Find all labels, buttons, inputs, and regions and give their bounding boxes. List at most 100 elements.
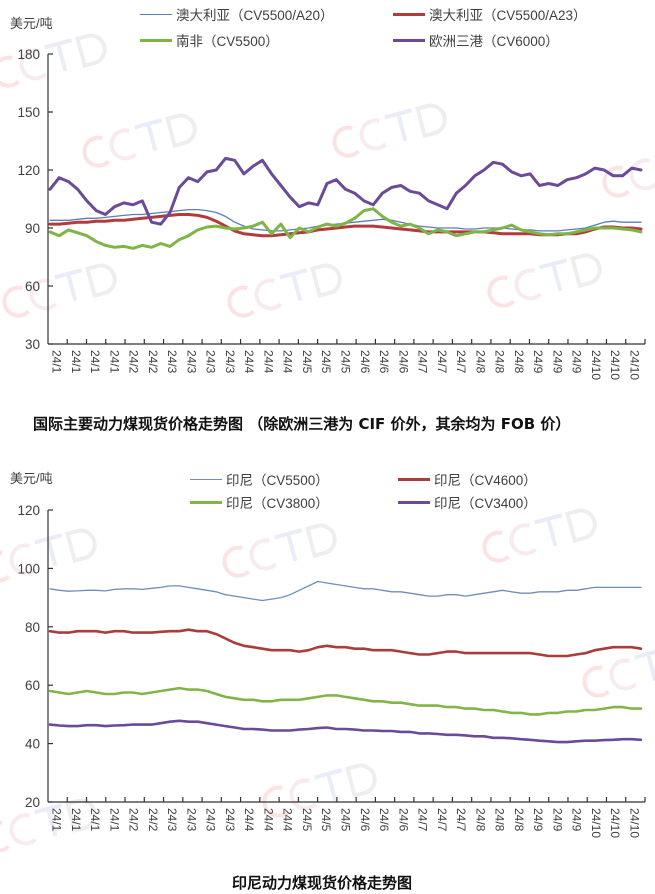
x-tick-label: 24/3 (223, 350, 237, 374)
x-tick-label: 24/9 (570, 350, 584, 374)
series-line-idn-3400 (48, 719, 643, 744)
x-tick-label: 24/9 (550, 350, 564, 374)
watermark-logo (82, 113, 197, 168)
watermark-logo (0, 798, 97, 853)
x-tick-label: 24/10 (608, 350, 622, 380)
x-tick-label: 24/7 (435, 350, 449, 374)
legend-swatch-idn-3800 (190, 500, 222, 504)
x-tick-label: 24/3 (204, 350, 218, 374)
series-line-idn-5500 (49, 580, 642, 602)
y-axis-unit-label: 美元/吨 (10, 16, 53, 31)
x-tick-label: 24/10 (589, 350, 603, 380)
x-tick-label: 24/7 (416, 808, 430, 832)
x-tick-label: 24/10 (627, 350, 641, 380)
legend-label-aus-a20: 澳大利亚（CV5500/A20） (176, 8, 334, 23)
x-tick-label: 24/1 (69, 350, 83, 374)
x-tick-label: 24/1 (69, 808, 83, 832)
x-tick-label: 24/10 (627, 808, 641, 838)
legend-swatch-aus-a20 (140, 13, 172, 15)
x-tick-label: 24/1 (107, 808, 121, 832)
watermark-logo (332, 103, 447, 158)
x-tick-label: 24/2 (146, 350, 160, 374)
x-tick-label: 24/5 (300, 808, 314, 832)
x-tick-label: 24/3 (165, 808, 179, 832)
y-tick-label: 30 (25, 337, 40, 352)
y-tick-label: 40 (25, 737, 40, 752)
x-tick-label: 24/6 (377, 808, 391, 832)
x-tick-label: 24/5 (339, 808, 353, 832)
legend-item-aus-a20: 澳大利亚（CV5500/A20） (140, 4, 334, 24)
x-tick-label: 24/6 (358, 808, 372, 832)
x-tick-label: 24/8 (473, 350, 487, 374)
y-tick-label: 100 (17, 561, 40, 576)
x-tick-label: 24/10 (589, 808, 603, 838)
x-tick-label: 24/3 (165, 350, 179, 374)
x-tick-label: 24/9 (550, 808, 564, 832)
x-tick-label: 24/4 (281, 350, 295, 374)
international-coal-price-chart: 美元/吨 澳大利亚（CV5500/A20） 澳大利亚（CV5500/A23） 南… (0, 0, 655, 440)
legend-item-idn-4600: 印尼（CV4600） (398, 469, 537, 489)
x-tick-label: 24/1 (88, 350, 102, 374)
chart-plot-top: 30 60 90 120 150 180 24/1 24/1 24/1 24/1 24/2 24/2 2… (0, 33, 655, 380)
legend-item-europe: 欧洲三港（CV6000） (393, 30, 559, 50)
x-tick-label: 24/5 (339, 350, 353, 374)
chart-plot-bottom: 20 40 60 80 100 120 24/1 24/1 24/1 24/1 24/2 24/2 24… (0, 503, 655, 853)
x-tick-label: 24/2 (127, 350, 141, 374)
legend-swatch-idn-5500 (190, 478, 222, 480)
legend-label-south-africa: 南非（CV5500） (176, 34, 279, 49)
x-tick-label: 24/10 (608, 808, 622, 838)
x-tick-label: 24/7 (416, 350, 430, 374)
watermark-logo (0, 528, 97, 583)
y-tick-label: 20 (25, 795, 40, 810)
y-tick-label: 80 (25, 620, 40, 635)
y-tick-label: 150 (17, 105, 40, 120)
y-tick-label: 60 (25, 279, 40, 294)
y-tick-label: 120 (17, 163, 40, 178)
x-tick-label: 24/6 (396, 808, 410, 832)
x-tick-label: 24/1 (88, 808, 102, 832)
legend-item-idn-3400: 印尼（CV3400） (398, 492, 537, 512)
x-tick-label: 24/6 (396, 350, 410, 374)
series-line-sa (48, 207, 643, 250)
watermark-logo (222, 523, 337, 578)
legend-swatch-aus-a23 (393, 12, 425, 16)
y-tick-label: 180 (17, 47, 40, 62)
x-tick-label: 24/7 (435, 808, 449, 832)
chart-caption-top: 国际主要动力煤现货价格走势图 （除欧洲三港为 CIF 价外，其余均为 FOB 价… (33, 415, 571, 433)
x-tick-label: 24/3 (184, 808, 198, 832)
x-tick-label: 24/3 (204, 808, 218, 832)
legend-item-aus-a23: 澳大利亚（CV5500/A23） (393, 4, 587, 24)
legend-swatch-south-africa (140, 38, 172, 42)
x-tick-label: 24/5 (300, 350, 314, 374)
x-tick-label: 24/9 (570, 808, 584, 832)
y-axis-unit-label: 美元/吨 (10, 471, 53, 486)
series-line-aus-a23 (48, 213, 643, 238)
x-tick-label: 24/4 (281, 808, 295, 832)
indonesia-coal-price-chart: 美元/吨 印尼（CV5500） 印尼（CV4600） 印尼（CV3800） 印尼… (0, 455, 655, 894)
x-tick-label: 24/8 (493, 350, 507, 374)
x-tick-label: 24/5 (319, 808, 333, 832)
x-tick-label: 24/4 (261, 350, 275, 374)
x-tick-label: 24/1 (50, 350, 64, 374)
x-tick-label: 24/2 (146, 808, 160, 832)
legend-swatch-idn-3400 (398, 500, 430, 504)
legend-label-idn-3400: 印尼（CV3400） (434, 496, 537, 511)
y-tick-label: 120 (17, 503, 40, 518)
legend-item-idn-3800: 印尼（CV3800） (190, 492, 329, 512)
x-tick-label: 24/9 (531, 350, 545, 374)
series-line-eu (48, 156, 643, 226)
watermark-logo (2, 263, 117, 318)
x-tick-label: 24/4 (242, 808, 256, 832)
x-tick-label: 24/1 (50, 808, 64, 832)
x-tick-label: 24/9 (531, 808, 545, 832)
y-tick-label: 60 (25, 678, 40, 693)
x-tick-label: 24/8 (473, 808, 487, 832)
x-tick-label: 24/8 (512, 350, 526, 374)
x-tick-label: 24/7 (454, 350, 468, 374)
legend-swatch-europe (393, 38, 425, 42)
legend-swatch-idn-4600 (398, 477, 430, 481)
legend-label-europe: 欧洲三港（CV6000） (429, 34, 559, 49)
watermark-logo (487, 253, 602, 308)
x-tick-label: 24/3 (184, 350, 198, 374)
watermark-logo (0, 33, 107, 88)
